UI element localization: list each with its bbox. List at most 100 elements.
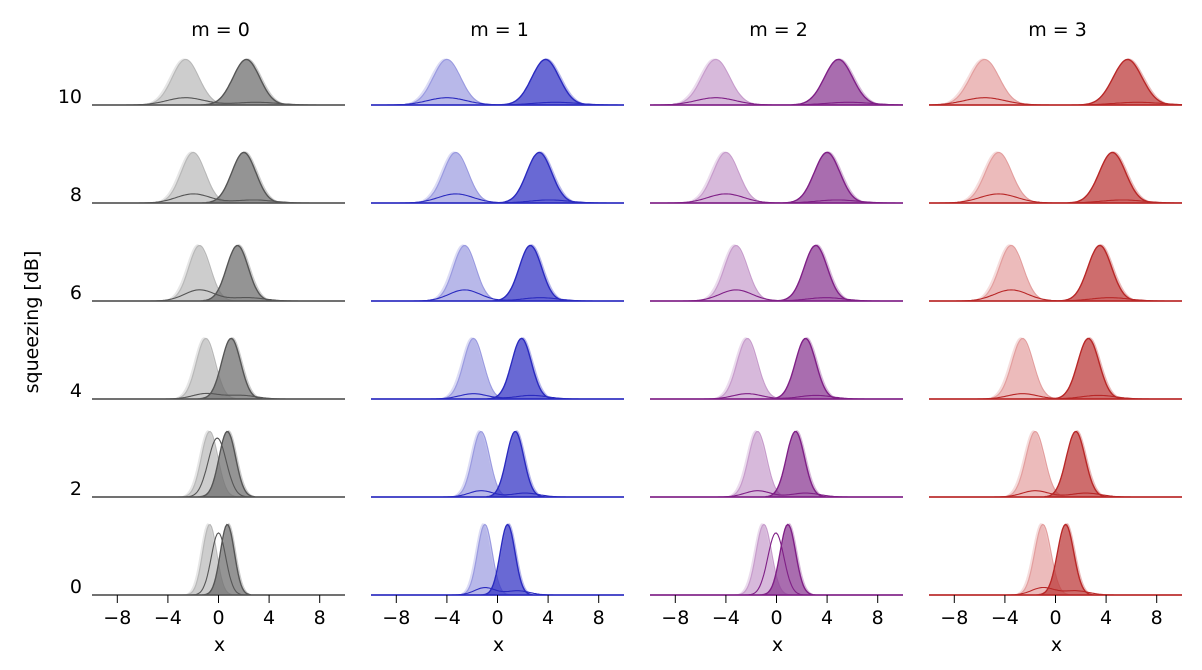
y-tick-label: 6: [70, 282, 82, 304]
interference-line: [371, 289, 624, 302]
x-tick-label: 0: [1049, 607, 1061, 629]
column-title: m = 0: [191, 19, 250, 41]
peak-right: [92, 430, 345, 498]
y-axis-label: squeezing [dB]: [21, 251, 43, 394]
peak-right-shadow: [929, 151, 1182, 203]
peak-right-shadow: [371, 337, 624, 399]
peak-left-shadow: [650, 337, 903, 399]
panel-m1-db4: [371, 337, 624, 400]
x-tick-label: 4: [1100, 607, 1112, 629]
peak-left: [371, 430, 624, 498]
panel-m0-db10: [92, 58, 345, 106]
peak-right: [92, 151, 345, 204]
interference-line: [929, 289, 1182, 302]
y-tick-labels: 0 2 4 6 8 10: [58, 86, 82, 598]
peak-right: [929, 337, 1182, 400]
peak-left: [929, 430, 1182, 498]
y-tick-label: 8: [70, 184, 82, 206]
peak-left-shadow: [650, 151, 903, 203]
peak-left-shadow: [92, 58, 345, 105]
panel-m3-db0: [929, 523, 1182, 596]
peak-right-shadow: [650, 151, 903, 203]
panel-m2-db6: [650, 244, 903, 302]
x-axis-label: x: [214, 634, 225, 656]
interference-line: [650, 193, 903, 204]
y-tick-label: 0: [70, 576, 82, 598]
panel-column-m1: m = 1 −8 −4 0 4 8 x: [371, 19, 624, 656]
peak-right-shadow: [650, 430, 903, 497]
peak-right: [371, 244, 624, 302]
peak-right: [929, 151, 1182, 204]
panel-m3-db6: [929, 244, 1182, 302]
x-tick-label: 4: [263, 607, 275, 629]
peak-left-shadow: [929, 430, 1182, 497]
panel-column-m2: m = 2 −8 −4 0 4 8 x: [650, 19, 904, 656]
panel-m0-db6: [92, 244, 345, 302]
panel-m0-db2: [92, 430, 345, 498]
peak-left-shadow: [371, 151, 624, 203]
panel-m0-db0: [92, 523, 345, 596]
panel-m0-db8: [92, 151, 345, 204]
column-title: m = 2: [749, 19, 808, 41]
peak-right-shadow: [371, 244, 624, 301]
peak-right: [92, 244, 345, 302]
x-tick-label: −4: [154, 607, 182, 629]
x-tick-label: 0: [212, 607, 224, 629]
peak-right: [371, 58, 624, 106]
interference-line: [371, 193, 624, 204]
peak-right: [929, 523, 1182, 596]
peak-right: [371, 523, 624, 596]
peak-right: [92, 58, 345, 106]
panel-m3-db10: [929, 58, 1183, 106]
interference-line: [650, 289, 903, 302]
peak-left: [371, 337, 624, 400]
peak-right: [650, 523, 903, 596]
column-title: m = 1: [470, 19, 529, 41]
x-tick-label: 0: [491, 607, 503, 629]
peak-right-shadow: [92, 58, 345, 105]
peak-right: [92, 523, 345, 596]
y-tick-label: 2: [70, 478, 82, 500]
panel-m1-db2: [371, 430, 624, 498]
peak-left-shadow: [929, 244, 1182, 301]
panel-m2-db8: [650, 151, 903, 204]
x-axis-label: x: [1051, 634, 1062, 656]
interference-line: [650, 393, 903, 400]
peak-left: [92, 58, 345, 106]
peak-right: [929, 244, 1182, 302]
y-tick-label: 10: [58, 86, 82, 108]
peak-right-shadow: [650, 337, 903, 399]
peak-left: [371, 58, 624, 106]
x-tick-label: −8: [661, 607, 689, 629]
x-tick-label: 8: [314, 607, 326, 629]
panel-m2-db0: [650, 523, 903, 596]
peak-left-shadow: [371, 58, 624, 105]
peak-right: [650, 430, 903, 498]
peak-left-shadow: [929, 337, 1182, 399]
peak-left-shadow: [371, 244, 624, 301]
peak-left: [929, 151, 1182, 204]
peak-right-shadow: [92, 151, 345, 203]
x-tick-label: −8: [382, 607, 410, 629]
panel-column-m0: m = 0 −8 −4 0 4 8 x: [92, 19, 345, 656]
peak-right-shadow: [929, 337, 1182, 399]
peak-right: [371, 151, 624, 204]
panel-m1-db6: [371, 244, 624, 302]
peak-right: [929, 430, 1182, 498]
x-tick-label: −4: [991, 607, 1019, 629]
x-tick-label: 4: [821, 607, 833, 629]
peak-left-shadow: [650, 244, 903, 301]
y-tick-label: 4: [70, 380, 82, 402]
peak-right: [650, 244, 903, 302]
peak-right: [650, 337, 903, 400]
x-tick-label: 0: [770, 607, 782, 629]
peak-left-shadow: [929, 151, 1182, 203]
panel-m0-db4: [92, 337, 345, 400]
x-tick-label: 8: [1151, 607, 1163, 629]
peak-right-shadow: [929, 430, 1182, 497]
interference-line: [929, 393, 1182, 400]
panel-m2-db2: [650, 430, 903, 498]
x-axis-label: x: [493, 634, 504, 656]
peak-left: [650, 337, 903, 400]
peak-left: [650, 151, 903, 204]
